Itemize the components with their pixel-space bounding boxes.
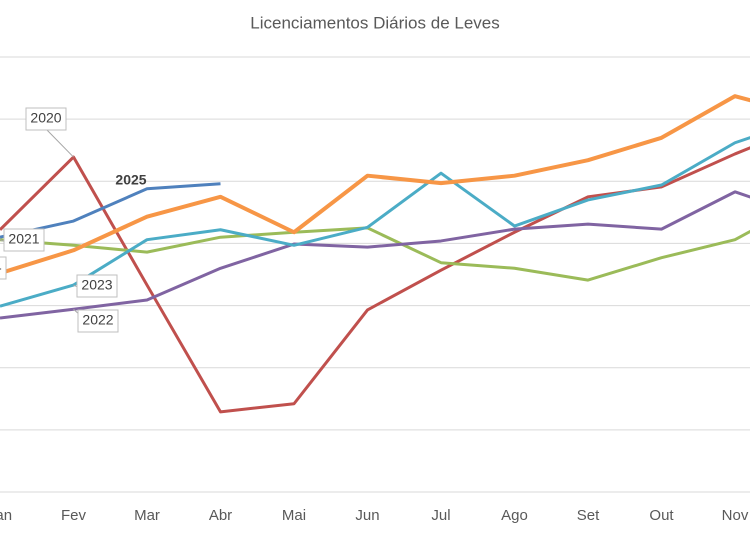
series-label: 2022 bbox=[82, 312, 113, 328]
x-tick-label: Mai bbox=[282, 507, 306, 524]
label-box bbox=[76, 274, 118, 298]
series-line bbox=[0, 226, 750, 282]
label-box bbox=[77, 309, 119, 333]
label-box bbox=[25, 107, 67, 131]
label-box bbox=[0, 256, 7, 280]
x-tick-label: Jul bbox=[431, 507, 450, 524]
x-tick-label: Jan bbox=[0, 507, 12, 524]
label-box bbox=[3, 228, 45, 252]
series-label: 2025 bbox=[115, 172, 146, 188]
series-line bbox=[0, 190, 750, 320]
x-tick-label: Fev bbox=[61, 507, 87, 524]
series-label: 2024 bbox=[0, 259, 2, 275]
x-tick-label: Mar bbox=[134, 507, 160, 524]
x-tick-label: Set bbox=[577, 507, 600, 524]
x-tick-label: Ago bbox=[501, 507, 528, 524]
series-line bbox=[0, 94, 750, 276]
series-label: 2020 bbox=[30, 110, 61, 126]
chart-title: Licenciamentos Diários de Leves bbox=[250, 13, 499, 32]
leader-line bbox=[45, 128, 74, 158]
series-line bbox=[0, 146, 750, 414]
x-tick-label: Out bbox=[649, 507, 674, 524]
x-tick-label: Nov bbox=[722, 507, 749, 524]
x-tick-label: Abr bbox=[209, 507, 232, 524]
series-label: 2023 bbox=[81, 277, 112, 293]
series-line bbox=[0, 136, 750, 308]
x-tick-label: Jun bbox=[355, 507, 379, 524]
series-label: 2021 bbox=[8, 231, 39, 247]
